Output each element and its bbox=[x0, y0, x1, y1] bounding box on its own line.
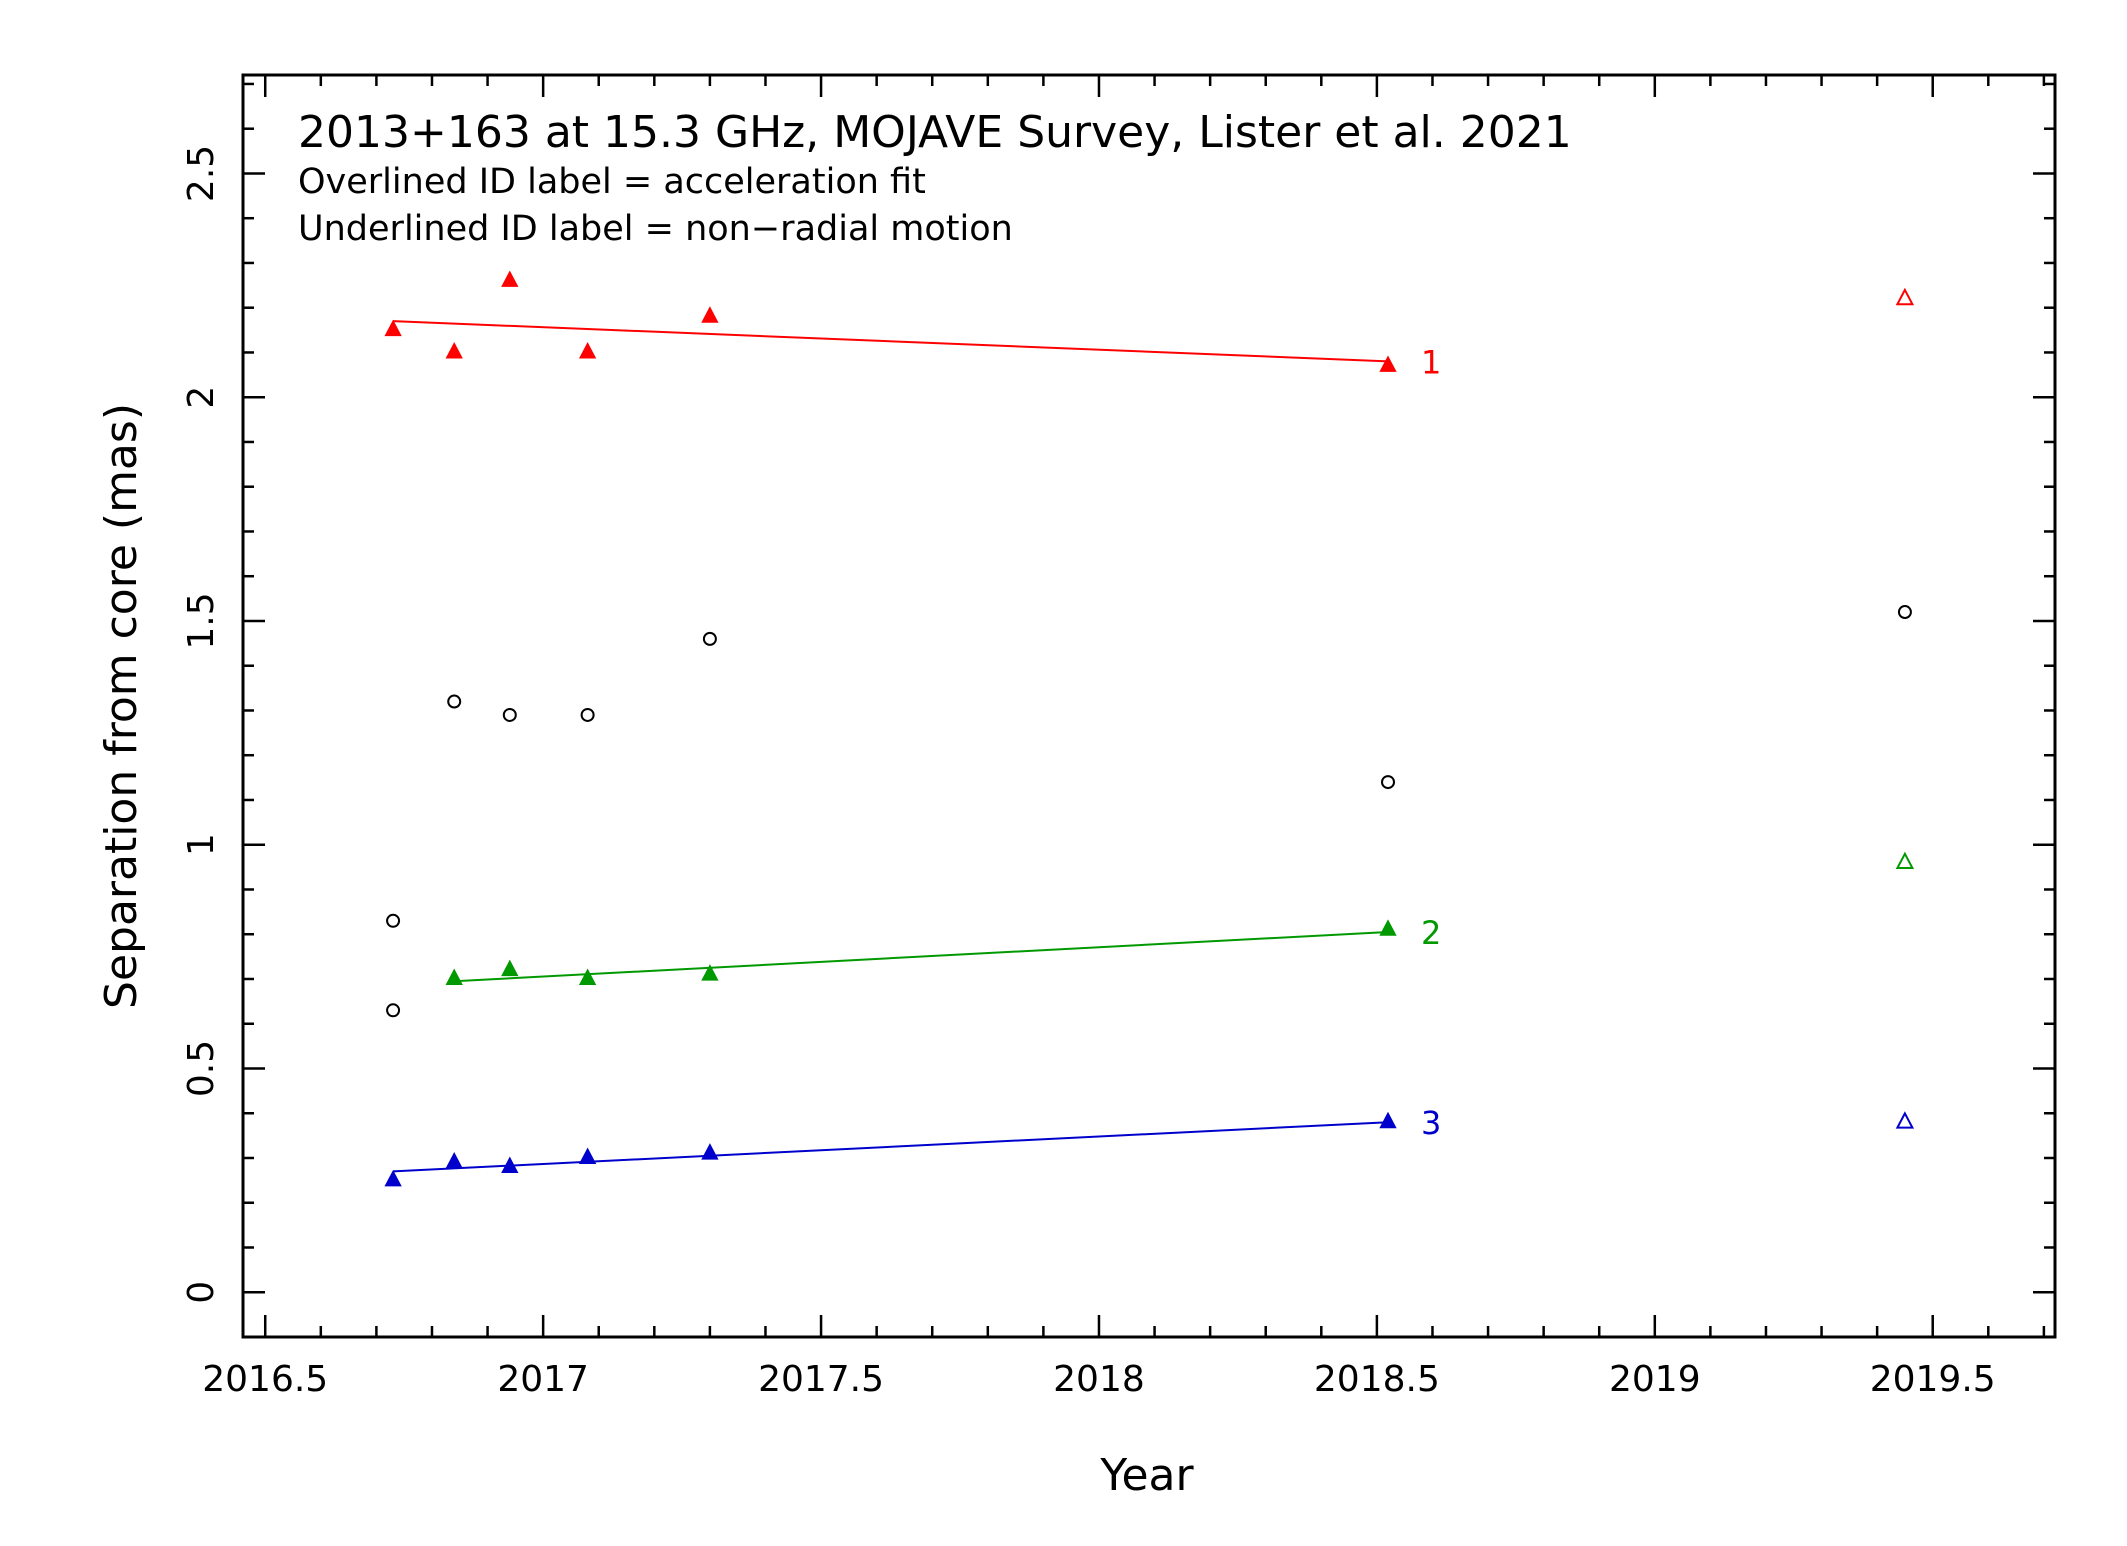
series-1-label: 1 bbox=[1421, 343, 1441, 381]
series-1-point bbox=[445, 342, 463, 359]
x-tick-label: 2017 bbox=[497, 1359, 589, 1400]
series-3-label: 3 bbox=[1421, 1104, 1441, 1142]
plot-frame bbox=[241, 73, 2057, 1339]
unidentified-point bbox=[580, 707, 595, 722]
series-1-point bbox=[501, 270, 519, 287]
y-tick-label: 1 bbox=[181, 833, 222, 856]
y-tick-label: 2.5 bbox=[181, 145, 222, 202]
axis-tick-labels: 2016.5 2017 2017.5 2018 2018.5 2019 2019.5 0 0.5… bbox=[181, 145, 1996, 1400]
y-tick-label: 1.5 bbox=[181, 592, 222, 649]
x-axis-label: Year bbox=[1099, 1450, 1194, 1501]
series-2-point bbox=[501, 959, 519, 977]
series-3-fit-line bbox=[393, 1121, 1389, 1173]
unidentified-point bbox=[502, 707, 517, 722]
unidentified-point bbox=[447, 694, 462, 709]
series-1-open-point bbox=[1895, 287, 1915, 306]
fit-lines bbox=[393, 320, 1389, 1173]
series-1-fit-line bbox=[393, 320, 1389, 363]
series-1-point bbox=[384, 319, 402, 337]
chart-title: 2013+163 at 15.3 GHz, MOJAVE Survey, Lis… bbox=[298, 107, 1572, 158]
unidentified-point bbox=[1897, 605, 1912, 620]
x-tick-label: 2018 bbox=[1053, 1359, 1145, 1400]
series-3-point bbox=[384, 1169, 402, 1187]
series-3-point bbox=[701, 1143, 719, 1160]
axis-ticks bbox=[243, 75, 2055, 1339]
series-2-open-point bbox=[1895, 851, 1915, 869]
annotation-overlined: Overlined ID label = acceleration fit bbox=[298, 162, 926, 202]
series-3-point bbox=[578, 1147, 597, 1164]
x-tick-label: 2017.5 bbox=[758, 1359, 884, 1400]
annotation-underlined: Underlined ID label = non−radial motion bbox=[298, 209, 1013, 249]
x-tick-label: 2018.5 bbox=[1314, 1359, 1440, 1400]
x-tick-label: 2016.5 bbox=[202, 1359, 328, 1400]
unidentified-point bbox=[386, 1003, 401, 1018]
y-axis-label: Separation from core (mas) bbox=[96, 403, 147, 1009]
unidentified-point bbox=[386, 913, 401, 928]
series-3-open-point bbox=[1895, 1111, 1915, 1129]
data-points bbox=[384, 270, 1915, 1187]
series-2-label: 2 bbox=[1421, 914, 1441, 952]
x-tick-label: 2019.5 bbox=[1870, 1359, 1996, 1400]
y-tick-label: 0.5 bbox=[181, 1040, 222, 1097]
series-labels: 1 2 3 bbox=[1421, 343, 1441, 1142]
unidentified-point bbox=[1381, 775, 1396, 790]
series-1-point bbox=[578, 342, 597, 359]
series-1-point bbox=[1379, 355, 1397, 372]
series-1-point bbox=[701, 306, 719, 323]
y-tick-label: 2 bbox=[181, 386, 222, 409]
series-3-point bbox=[501, 1156, 519, 1173]
series-3-point bbox=[1379, 1111, 1397, 1129]
series-2-point bbox=[1379, 919, 1397, 936]
series-2-point bbox=[578, 968, 597, 985]
unidentified-point bbox=[702, 631, 717, 646]
series-2-fit-line bbox=[454, 930, 1389, 983]
x-tick-label: 2019 bbox=[1609, 1359, 1701, 1400]
y-tick-label: 0 bbox=[181, 1281, 222, 1304]
series-3-point bbox=[445, 1152, 463, 1169]
series-2-point bbox=[701, 964, 719, 981]
series-2-point bbox=[445, 968, 463, 985]
